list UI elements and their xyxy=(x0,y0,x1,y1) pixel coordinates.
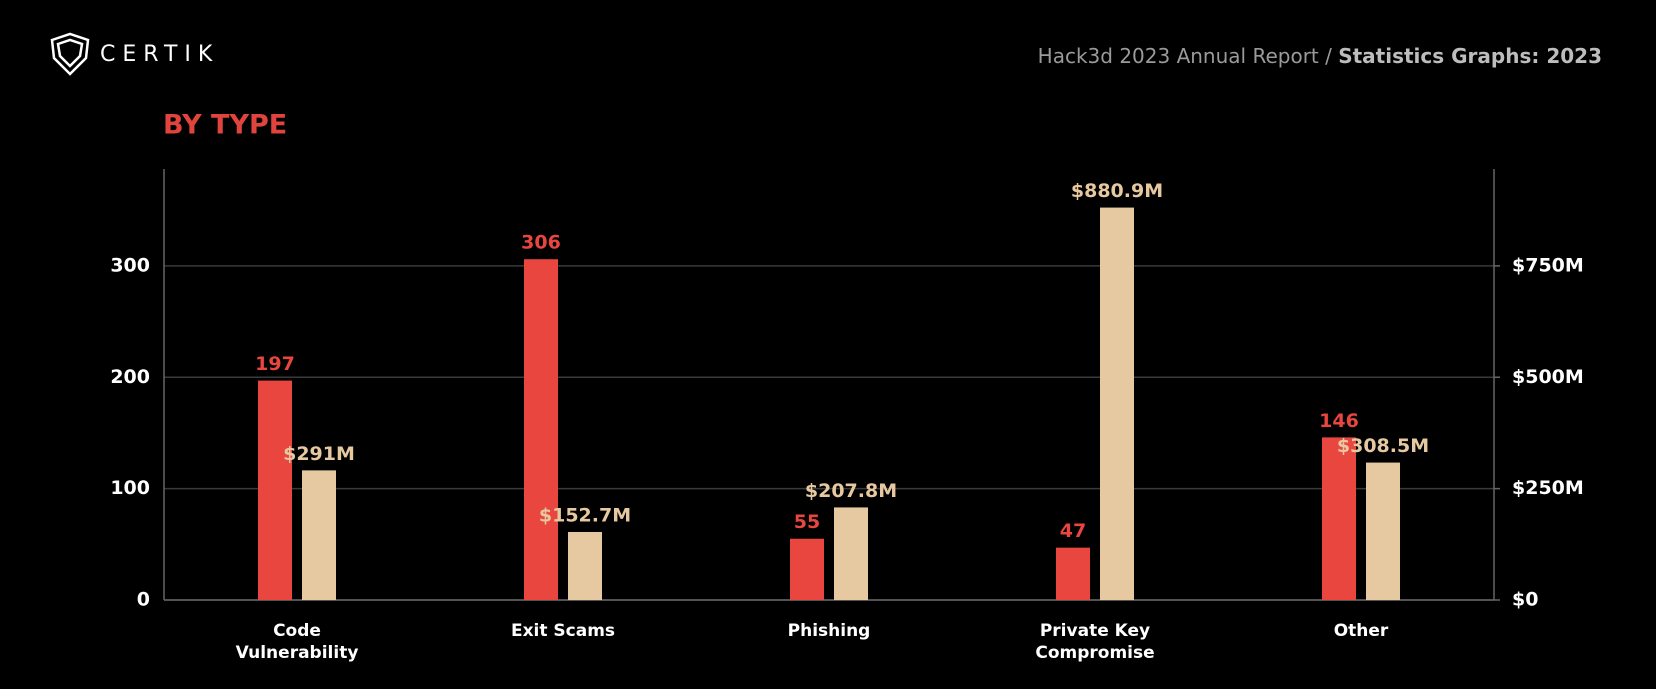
y-tick-label: 100 xyxy=(110,477,150,499)
y2-tick-label: $750M xyxy=(1512,254,1584,276)
value-label: $291M xyxy=(283,443,355,465)
x-tick-label: Private Key Compromise xyxy=(1035,621,1155,663)
y-tick-label: 200 xyxy=(110,366,150,388)
x-tick-label: Code Vulnerability xyxy=(235,621,359,663)
value-label: 146 xyxy=(1319,410,1359,432)
bar xyxy=(302,470,336,600)
y-tick-label: 300 xyxy=(110,254,150,276)
x-tick-label: Phishing xyxy=(787,621,871,641)
brand: CERTIK xyxy=(100,42,219,67)
bar xyxy=(1322,437,1356,600)
bar xyxy=(568,531,602,600)
value-label: $152.7M xyxy=(539,504,631,526)
logo-icon xyxy=(50,32,90,76)
y2-tick-label: $500M xyxy=(1512,366,1584,388)
bar xyxy=(1366,462,1400,600)
bar xyxy=(790,538,824,600)
y-tick-label: 0 xyxy=(137,589,150,611)
value-label: $308.5M xyxy=(1337,435,1429,457)
x-tick-label: Other xyxy=(1333,621,1389,641)
bar xyxy=(1056,547,1090,600)
breadcrumb: Hack3d 2023 Annual Report / Statistics G… xyxy=(1038,44,1602,68)
value-label: 197 xyxy=(255,353,295,375)
value-label: 55 xyxy=(794,511,820,533)
value-label: $207.8M xyxy=(805,480,897,502)
bar xyxy=(834,507,868,600)
value-label: 47 xyxy=(1060,520,1086,542)
y2-tick-label: $250M xyxy=(1512,477,1584,499)
value-label: $880.9M xyxy=(1071,180,1163,202)
breadcrumb-section: Statistics Graphs: 2023 xyxy=(1338,44,1602,68)
bar xyxy=(524,259,558,600)
breadcrumb-path: Hack3d 2023 Annual Report / xyxy=(1038,44,1332,68)
y2-tick-label: $0 xyxy=(1512,589,1538,611)
bar xyxy=(1100,207,1134,600)
value-label: 306 xyxy=(521,232,561,254)
chart-title: BY TYPE xyxy=(163,110,287,141)
bar xyxy=(258,380,292,600)
x-tick-label: Exit Scams xyxy=(510,621,616,641)
